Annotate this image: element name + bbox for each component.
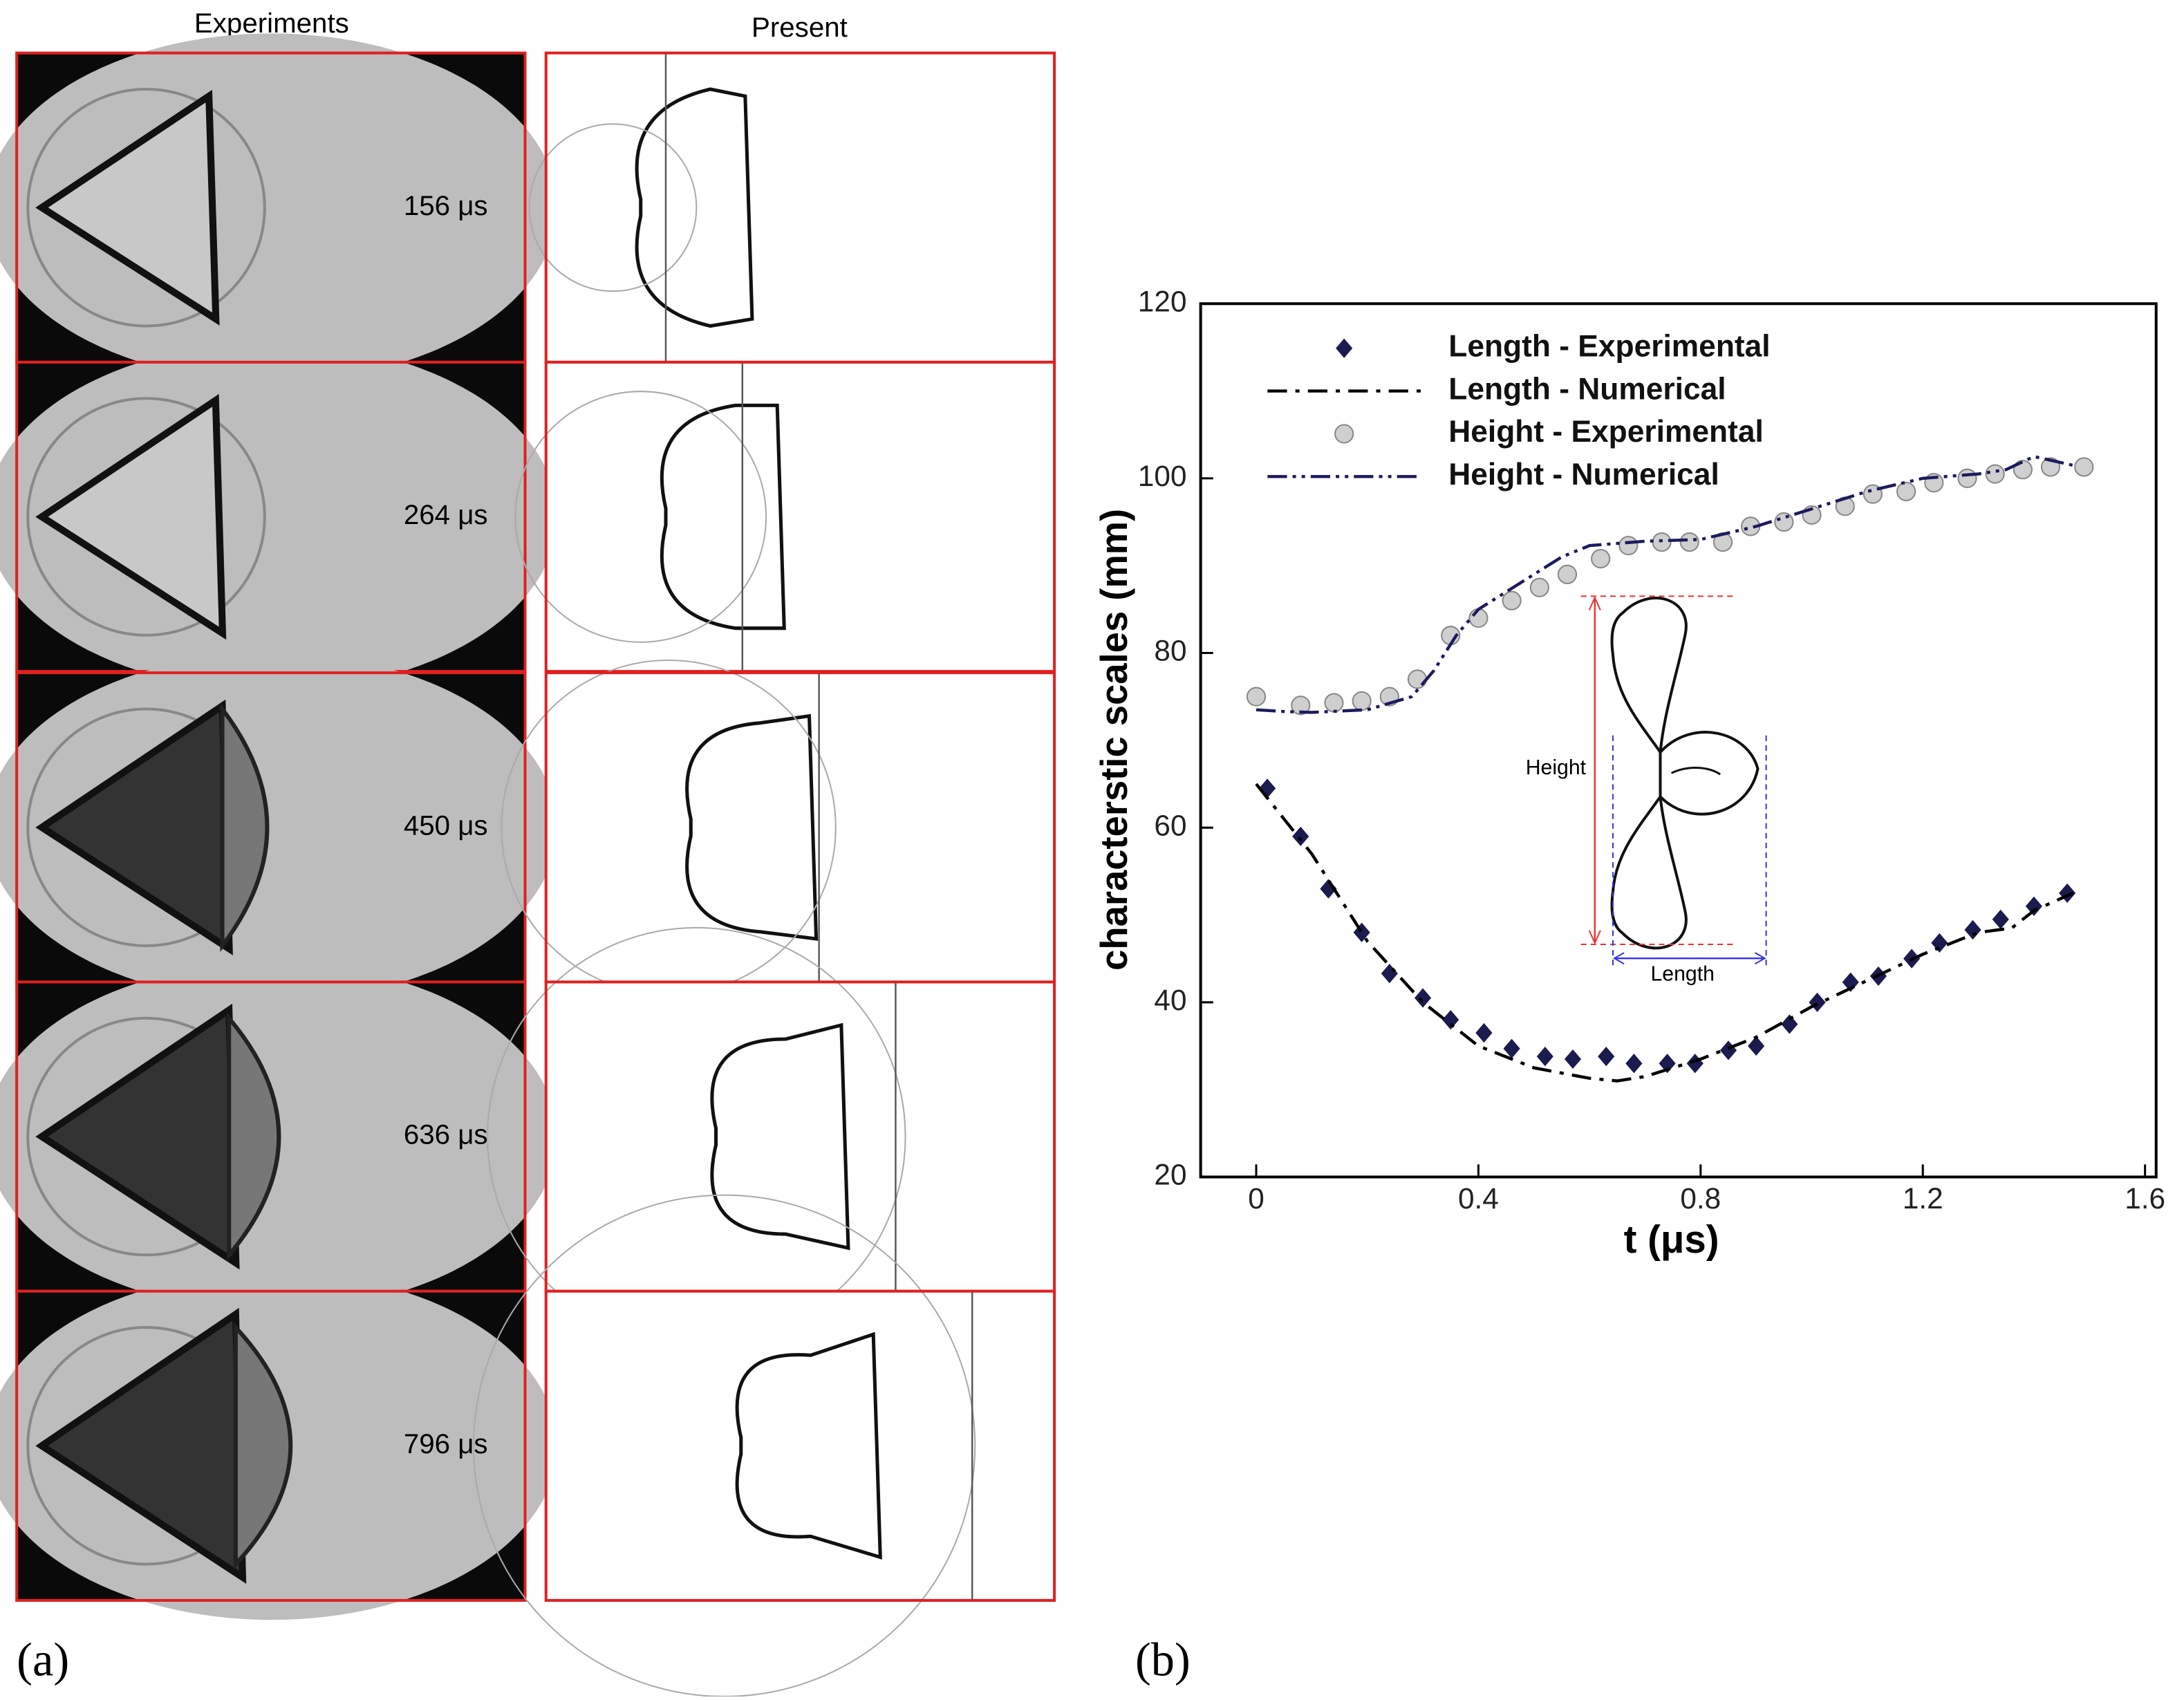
image-panels: 156 μs 264 μs 450 μs 636 μs 796 μs [0, 33, 1056, 1697]
diamond-marker [1992, 909, 2009, 929]
circle-marker [1985, 464, 2005, 484]
diamond-marker [1564, 1049, 1582, 1069]
y-tick-label: 120 [1138, 285, 1187, 317]
time-label: 636 μs [404, 1119, 488, 1150]
legend-label: Length - Numerical [1448, 372, 1726, 406]
photo-field [0, 33, 557, 382]
circle-marker [1557, 564, 1578, 584]
diamond-marker [2025, 896, 2043, 916]
circle-marker [1407, 669, 1428, 689]
diamond-marker [1536, 1047, 1553, 1067]
inset-diagram [1610, 597, 1760, 950]
y-tick-label: 100 [1138, 460, 1187, 492]
circle-marker [1324, 693, 1344, 713]
series-line [1255, 783, 2074, 1083]
circle-marker [1502, 590, 1522, 610]
y-tick-label: 40 [1154, 984, 1186, 1016]
diamond-marker [1748, 1036, 1765, 1056]
x-tick-label: 0.4 [1458, 1182, 1499, 1215]
photo-frame [15, 1289, 527, 1602]
simulation-image [545, 982, 1055, 1291]
interface [685, 713, 819, 941]
circle-marker [1352, 691, 1372, 711]
legend-label: Height - Experimental [1448, 415, 1764, 449]
x-tick-label: 0 [1248, 1182, 1264, 1215]
circle-marker [1468, 608, 1488, 628]
diamond-marker [1686, 1054, 1704, 1074]
diamond-marker [1719, 1040, 1737, 1061]
y-axis-label: characterstic scales (mm) [1093, 509, 1135, 971]
photo-field [0, 653, 557, 1002]
bubble-outline [528, 123, 698, 292]
triangle-gas [35, 89, 220, 326]
column-title: Present [752, 12, 848, 43]
inset-label: Length [1651, 962, 1715, 985]
time-label: 450 μs [404, 810, 488, 841]
panel-label: (b) [1135, 1633, 1191, 1685]
diamond-marker [1625, 1054, 1643, 1074]
diamond-marker [1964, 919, 1981, 940]
inset-label: Height [1526, 756, 1587, 779]
simulation-image [545, 53, 1055, 362]
plot-frame [1199, 302, 2158, 1179]
x-tick-label: 0.8 [1680, 1182, 1721, 1215]
simulation-image [545, 362, 1055, 672]
diamond-marker [1292, 826, 1309, 846]
legend-label: Height - Numerical [1448, 458, 1719, 492]
simulation-frame [544, 1289, 1056, 1602]
panel-label: (a) [17, 1633, 69, 1685]
diamond-marker [1503, 1038, 1520, 1058]
circle-marker [1291, 695, 1311, 716]
diamond-marker [1809, 992, 1826, 1012]
diamond-marker [1442, 1009, 1459, 1030]
triangle-gas [35, 393, 227, 640]
x-axis-label: t (μs) [1624, 1217, 1719, 1261]
x-tick-label: 1.2 [1903, 1182, 1943, 1215]
bubble [26, 87, 266, 328]
circle-marker [1246, 686, 1267, 707]
x-tick-label: 1.6 [2125, 1182, 2165, 1215]
diamond-marker [1414, 988, 1432, 1008]
mixing-zone [220, 702, 270, 953]
photo-field [0, 342, 557, 691]
interface [710, 1022, 850, 1251]
time-label: 156 μs [404, 190, 488, 221]
legend-label: Length - Experimental [1448, 329, 1770, 363]
series-line [1256, 454, 2073, 714]
diamond-marker [1931, 933, 1948, 953]
bubble-outline [514, 391, 767, 643]
circle-marker [1957, 468, 1977, 489]
diamond-marker [1598, 1047, 1615, 1067]
y-tick-label: 80 [1154, 635, 1186, 667]
simulation-image [545, 1291, 1055, 1600]
circle-marker [1618, 536, 1639, 556]
circle-marker [1529, 577, 1549, 597]
circle-marker [2074, 457, 2094, 477]
circle-marker [1679, 532, 1699, 552]
interface [735, 1332, 882, 1560]
time-label: 796 μs [404, 1428, 488, 1459]
bubble [26, 397, 266, 637]
diamond-marker [1381, 964, 1398, 984]
y-tick-label: 60 [1154, 809, 1186, 841]
diamond-marker [1336, 338, 1353, 358]
circle-marker [1591, 549, 1611, 569]
mixing-zone [227, 1012, 281, 1261]
circle-marker [1896, 481, 1916, 501]
time-label: 264 μs [404, 499, 488, 530]
interface [635, 87, 754, 328]
circle-marker [1334, 424, 1354, 444]
diamond-marker [2059, 883, 2076, 904]
circle-marker [1774, 512, 1794, 532]
inset-guides [1580, 595, 1767, 967]
y-tick-label: 20 [1154, 1159, 1186, 1191]
mixing-zone [233, 1322, 293, 1570]
interface [660, 403, 786, 631]
diamond-marker [1475, 1022, 1493, 1043]
